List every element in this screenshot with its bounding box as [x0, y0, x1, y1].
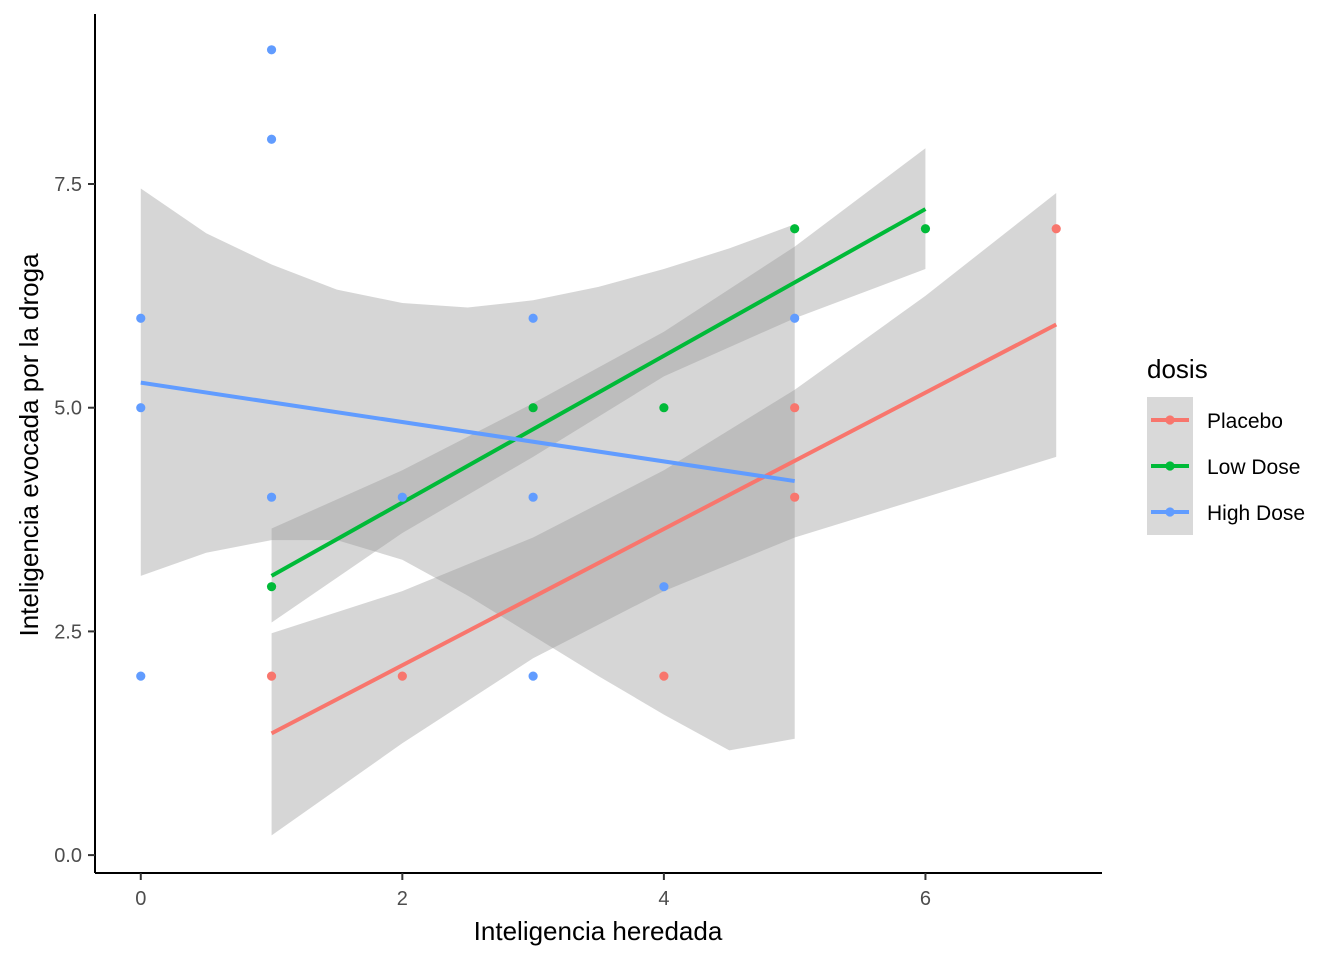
axes: 0 2 4 6 0.0 2.5 5.0 7.5: [54, 14, 1102, 910]
point-placebo-2: [659, 671, 669, 681]
legend-key-point: [1165, 507, 1175, 517]
point-placebo-1: [397, 671, 407, 681]
legend-label-placebo: Placebo: [1207, 410, 1283, 433]
point-high-dose-6: [397, 492, 407, 502]
point-high-dose-3: [266, 492, 277, 502]
point-placebo-0: [266, 671, 277, 681]
legend-key-point: [1165, 415, 1175, 425]
legend-key-point: [1165, 461, 1175, 471]
point-high-dose-4: [266, 134, 277, 144]
point-placebo-3: [790, 492, 800, 502]
point-low-dose-3: [790, 224, 800, 234]
fit-line-high-dose: [140, 380, 795, 484]
x-axis-title: Inteligencia heredada: [474, 916, 723, 946]
point-low-dose-0: [266, 582, 277, 592]
point-high-dose-8: [528, 492, 538, 502]
point-placebo-4: [790, 403, 800, 413]
ci-band-high-dose: [140, 188, 795, 751]
point-placebo-5: [1051, 224, 1061, 234]
point-low-dose-4: [920, 224, 931, 234]
y-tick-label: 7.5: [54, 174, 82, 196]
point-high-dose-7: [528, 671, 538, 681]
legend-label-low-dose: Low Dose: [1207, 456, 1300, 479]
fit-line-low-dose: [270, 207, 927, 578]
point-high-dose-2: [136, 313, 146, 323]
x-tick-label: 6: [920, 888, 931, 910]
point-high-dose-1: [136, 403, 146, 413]
x-tick-label: 2: [397, 888, 408, 910]
point-high-dose-5: [266, 45, 277, 55]
legend-label-high-dose: High Dose: [1207, 502, 1305, 525]
ci-band-low-dose: [271, 148, 926, 623]
legend-title: dosis: [1147, 354, 1208, 384]
y-axis-title: Inteligencia evocada por la droga: [14, 253, 44, 637]
point-low-dose-2: [659, 403, 669, 413]
data-points: [136, 45, 1061, 681]
fit-line-placebo: [270, 322, 1058, 736]
y-tick-label: 0.0: [54, 845, 82, 867]
regression-lines: [140, 207, 1058, 736]
point-high-dose-0: [136, 671, 146, 681]
ci-band-placebo: [271, 193, 1057, 836]
point-high-dose-11: [790, 313, 800, 323]
confidence-bands: [140, 148, 1057, 836]
legend: dosis Placebo Low Dose High Dose: [1147, 354, 1305, 535]
y-tick-label: 2.5: [54, 621, 82, 643]
point-high-dose-10: [659, 582, 669, 592]
x-tick-label: 0: [135, 888, 146, 910]
point-low-dose-1: [528, 403, 538, 413]
point-high-dose-9: [528, 313, 538, 323]
y-tick-label: 5.0: [54, 398, 82, 420]
x-tick-label: 4: [658, 888, 669, 910]
